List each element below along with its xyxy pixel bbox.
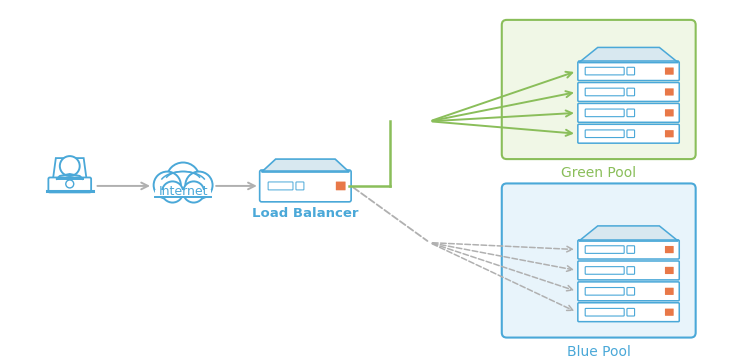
Circle shape — [183, 181, 204, 203]
Circle shape — [185, 172, 213, 199]
FancyBboxPatch shape — [296, 182, 304, 190]
FancyBboxPatch shape — [578, 282, 679, 301]
FancyBboxPatch shape — [578, 303, 679, 322]
Circle shape — [66, 180, 74, 188]
FancyBboxPatch shape — [665, 130, 674, 137]
FancyBboxPatch shape — [665, 246, 674, 253]
Circle shape — [60, 156, 80, 176]
FancyBboxPatch shape — [585, 246, 624, 253]
Polygon shape — [579, 226, 678, 241]
Text: Load Balancer: Load Balancer — [252, 207, 359, 220]
FancyBboxPatch shape — [627, 246, 635, 253]
Polygon shape — [53, 158, 86, 180]
FancyBboxPatch shape — [502, 20, 695, 159]
FancyBboxPatch shape — [578, 83, 679, 101]
FancyBboxPatch shape — [578, 261, 679, 280]
Bar — [155, 190, 212, 198]
FancyBboxPatch shape — [578, 62, 679, 80]
Text: Green Pool: Green Pool — [561, 166, 636, 180]
Circle shape — [162, 181, 183, 203]
FancyBboxPatch shape — [585, 308, 624, 316]
FancyBboxPatch shape — [627, 308, 635, 316]
FancyBboxPatch shape — [585, 130, 624, 138]
FancyBboxPatch shape — [268, 182, 293, 190]
Text: Internet: Internet — [158, 185, 208, 198]
Circle shape — [154, 172, 181, 199]
FancyBboxPatch shape — [578, 124, 679, 143]
Polygon shape — [579, 47, 678, 63]
FancyBboxPatch shape — [260, 170, 351, 202]
FancyBboxPatch shape — [665, 308, 674, 316]
FancyBboxPatch shape — [665, 109, 674, 117]
FancyBboxPatch shape — [665, 67, 674, 75]
FancyBboxPatch shape — [665, 267, 674, 274]
FancyBboxPatch shape — [502, 184, 695, 337]
FancyBboxPatch shape — [585, 67, 624, 75]
FancyBboxPatch shape — [585, 267, 624, 274]
FancyBboxPatch shape — [627, 267, 635, 274]
FancyBboxPatch shape — [585, 287, 624, 295]
FancyBboxPatch shape — [627, 67, 635, 75]
FancyBboxPatch shape — [336, 182, 345, 190]
FancyBboxPatch shape — [48, 177, 91, 192]
Polygon shape — [261, 159, 349, 172]
FancyBboxPatch shape — [578, 240, 679, 259]
FancyBboxPatch shape — [665, 288, 674, 295]
FancyBboxPatch shape — [585, 109, 624, 117]
FancyBboxPatch shape — [627, 287, 635, 295]
FancyBboxPatch shape — [627, 130, 635, 138]
FancyBboxPatch shape — [627, 109, 635, 117]
FancyBboxPatch shape — [585, 88, 624, 96]
FancyBboxPatch shape — [578, 104, 679, 122]
Circle shape — [167, 163, 200, 196]
FancyBboxPatch shape — [627, 88, 635, 96]
FancyBboxPatch shape — [665, 88, 674, 96]
Text: Blue Pool: Blue Pool — [567, 345, 631, 358]
